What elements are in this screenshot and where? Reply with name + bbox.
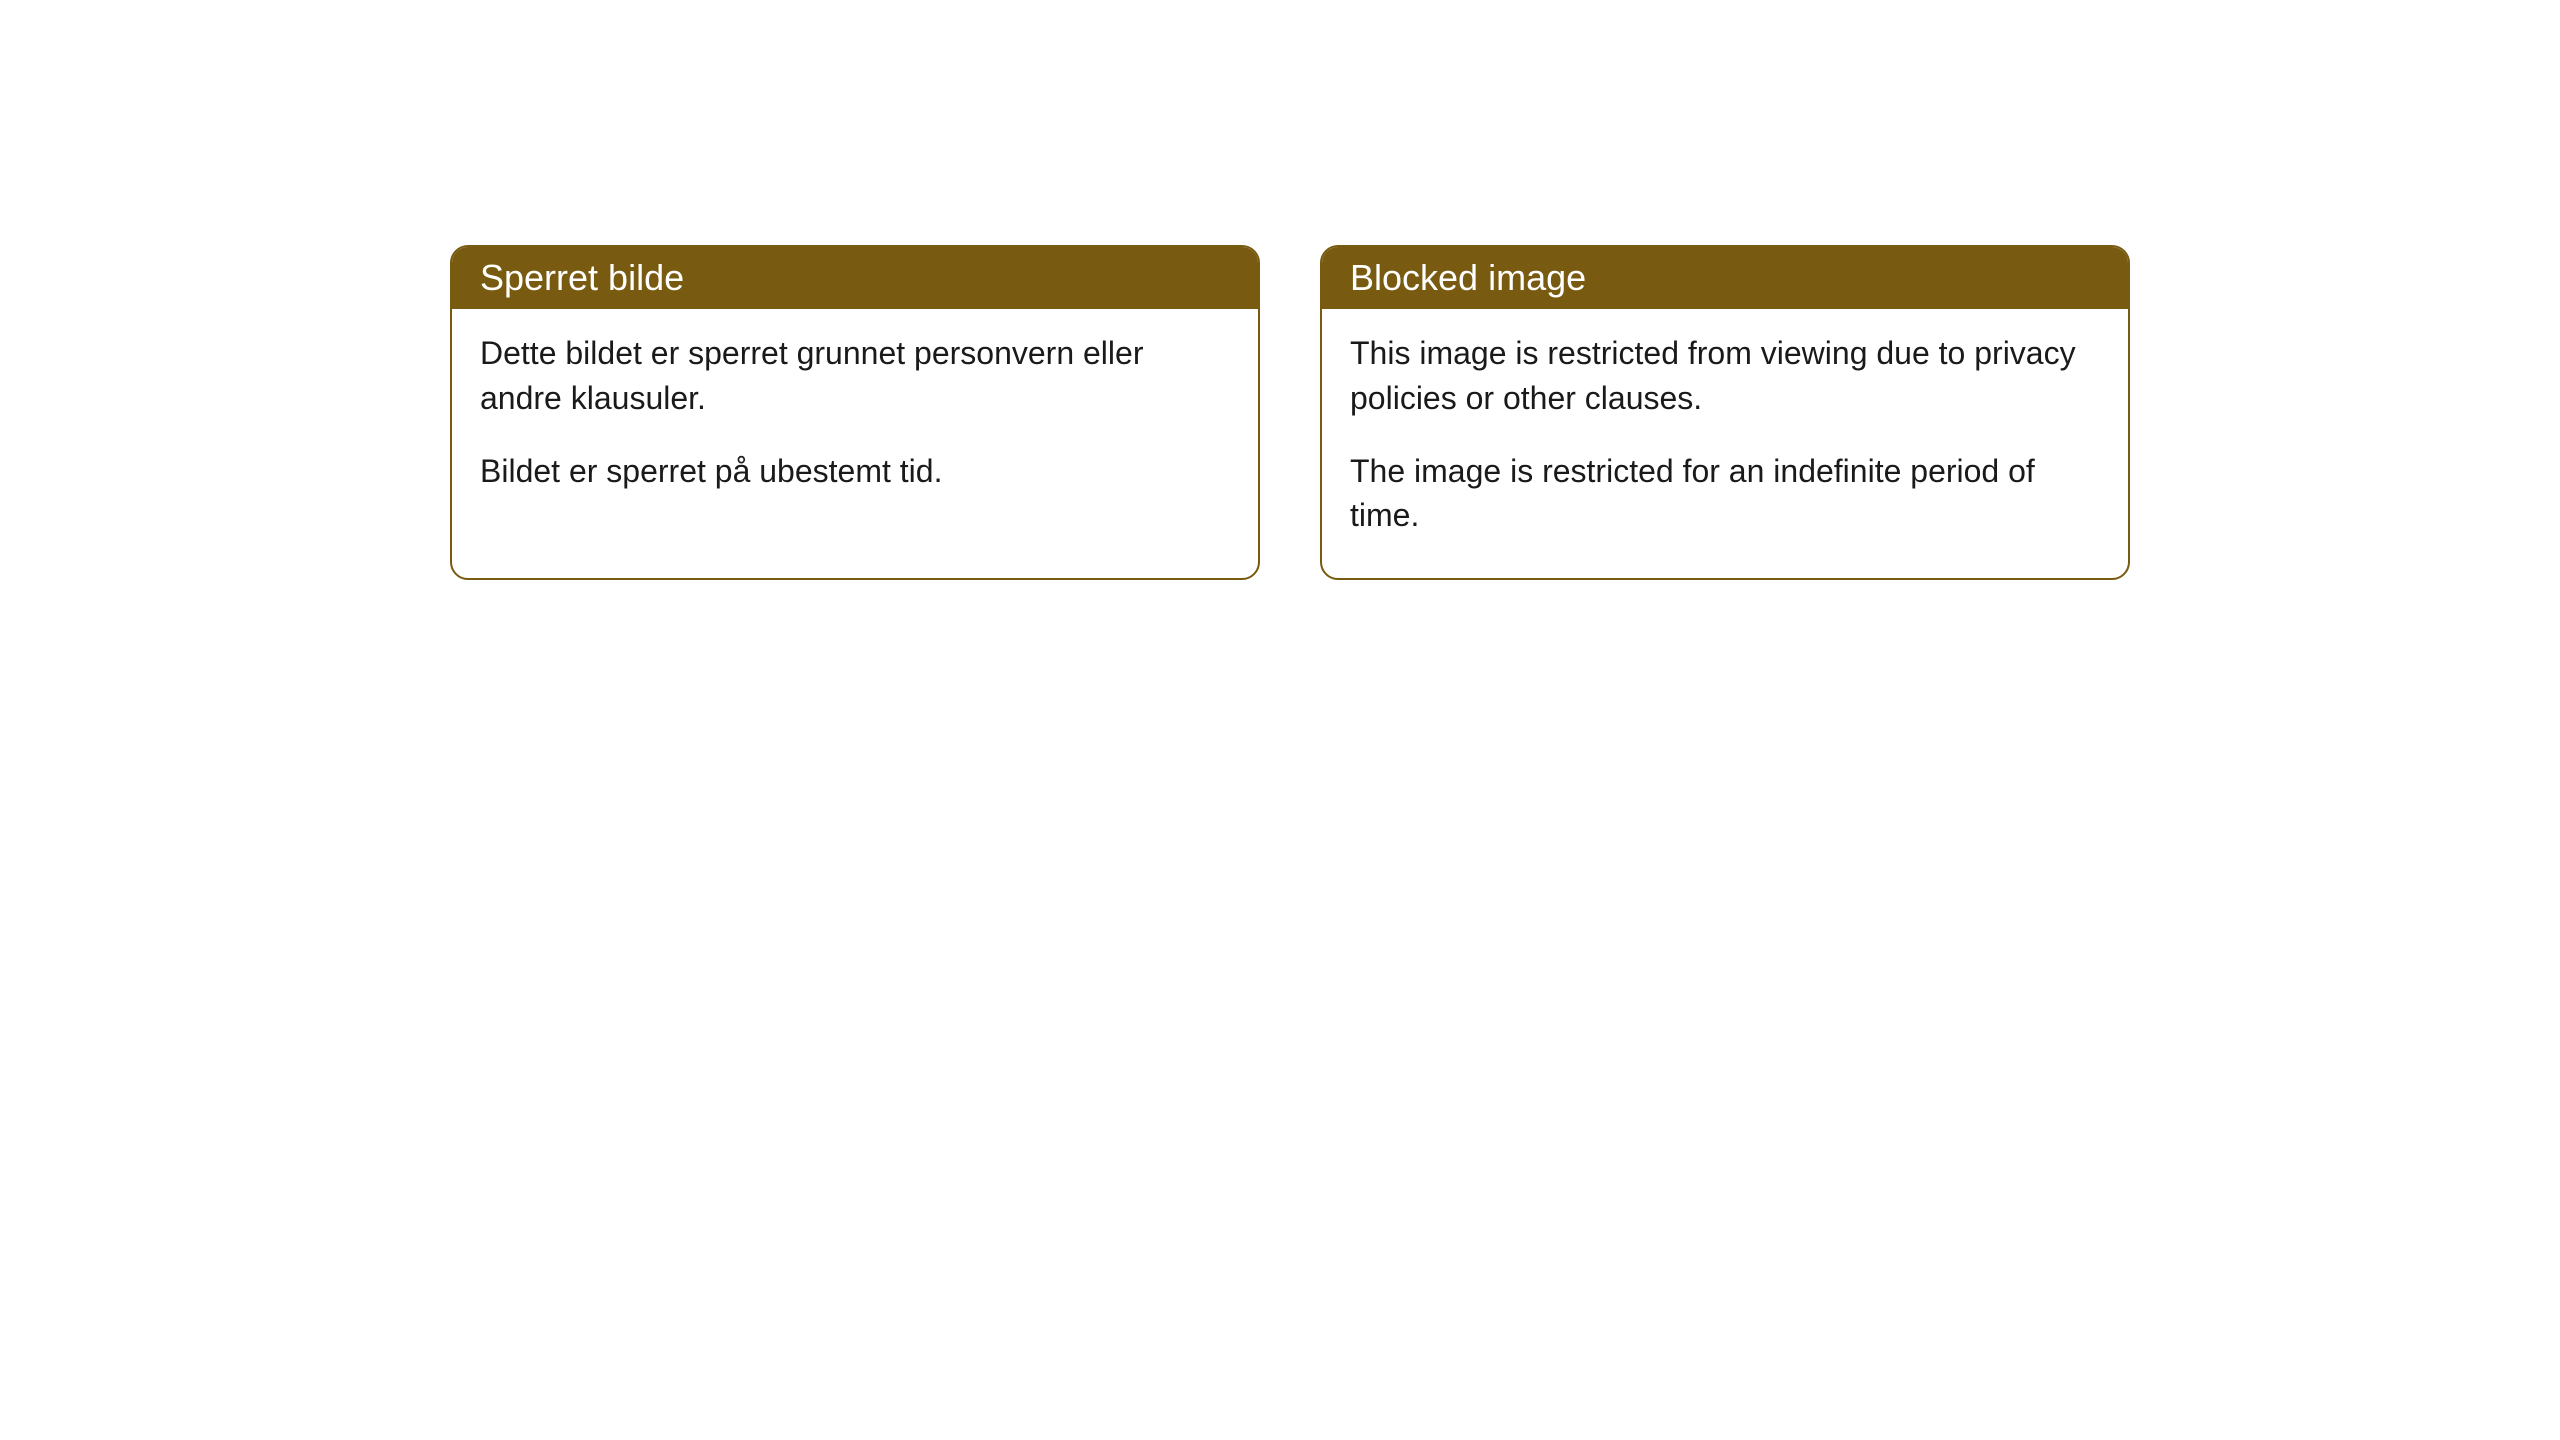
card-title-en: Blocked image xyxy=(1350,257,1586,298)
card-paragraph-no-1: Dette bildet er sperret grunnet personve… xyxy=(480,331,1230,421)
card-paragraph-en-2: The image is restricted for an indefinit… xyxy=(1350,449,2100,539)
card-title-no: Sperret bilde xyxy=(480,257,684,298)
card-body-en: This image is restricted from viewing du… xyxy=(1322,309,2128,578)
cards-container: Sperret bilde Dette bildet er sperret gr… xyxy=(450,245,2130,580)
card-header-en: Blocked image xyxy=(1322,247,2128,309)
card-header-no: Sperret bilde xyxy=(452,247,1258,309)
card-paragraph-no-2: Bildet er sperret på ubestemt tid. xyxy=(480,449,1230,494)
blocked-image-card-en: Blocked image This image is restricted f… xyxy=(1320,245,2130,580)
card-body-no: Dette bildet er sperret grunnet personve… xyxy=(452,309,1258,533)
card-paragraph-en-1: This image is restricted from viewing du… xyxy=(1350,331,2100,421)
blocked-image-card-no: Sperret bilde Dette bildet er sperret gr… xyxy=(450,245,1260,580)
